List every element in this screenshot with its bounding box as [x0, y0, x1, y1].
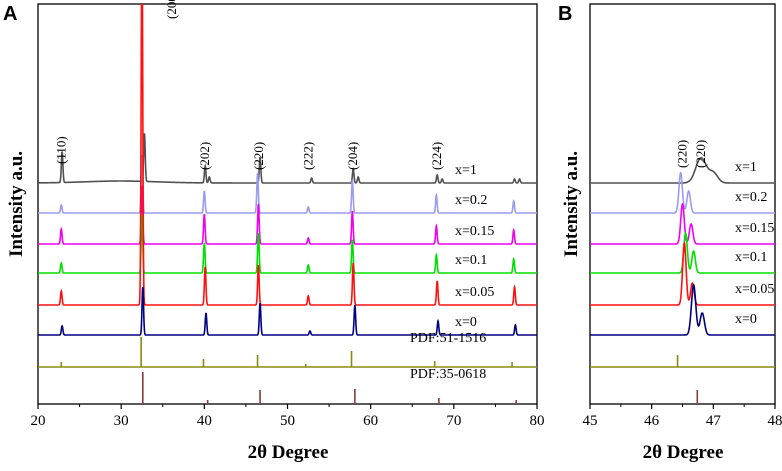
panel-b-curves [590, 158, 775, 335]
panel-a-y-axis-title: Intensity a.u. [6, 151, 27, 257]
hkl-label-a-6: (224) [429, 142, 444, 170]
series-label-b-x-0-2: x=0.2 [735, 190, 767, 205]
series-label-a-x-0-1: x=0.1 [455, 253, 487, 268]
series-label-a-x-0-2: x=0.2 [455, 193, 487, 208]
hkl-label-a-1: (200) [164, 0, 179, 19]
series-label-a-x-0: x=0 [455, 315, 477, 330]
x-tick-label-a-50: 50 [280, 413, 295, 429]
reference-label-a-pdf-51-1516: PDF:51-1516 [410, 331, 486, 346]
x-tick-label-a-60: 60 [363, 413, 378, 429]
series-label-b-x-0: x=0 [735, 312, 757, 327]
x-tick-label-b-46: 46 [644, 413, 660, 429]
x-tick-label-a-70: 70 [446, 413, 461, 429]
panel-a-letter: A [3, 3, 17, 25]
panel-a-x-axis: 20 30 40 50 60 70 80 [31, 404, 545, 429]
hkl-label-a-4: (222) [300, 142, 315, 170]
hkl-label-a-0: (110) [53, 136, 68, 164]
hkl-label-a-2: (202) [197, 142, 212, 170]
x-tick-label-a-80: 80 [530, 413, 545, 429]
panel-b-x-axis-title: 2θ Degree [643, 442, 724, 463]
panel-b-reference-patterns [590, 355, 775, 404]
panel-b-y-axis-title: Intensity a.u. [561, 151, 582, 257]
series-label-b-x-1: x=1 [735, 160, 757, 175]
x-tick-label-a-40: 40 [197, 413, 212, 429]
x-tick-label-a-30: 30 [114, 413, 129, 429]
series-label-b-x-0-15: x=0.15 [735, 221, 774, 236]
series-label-a-x-0-15: x=0.15 [455, 224, 494, 239]
series-label-a-x-0-05: x=0.05 [455, 285, 494, 300]
hkl-label-b-1: (220) [693, 140, 708, 168]
reference-label-a-pdf-35-0618: PDF:35-0618 [410, 367, 486, 382]
hkl-label-a-5: (204) [345, 142, 360, 170]
series-label-a-x-1: x=1 [455, 163, 477, 178]
x-tick-label-b-45: 45 [583, 413, 598, 429]
panel-a-x-axis-title: 2θ Degree [248, 442, 329, 463]
x-tick-label-b-48: 48 [768, 413, 782, 429]
x-tick-label-b-47: 47 [706, 413, 722, 429]
panel-b-x-axis: 45 46 47 48 [583, 404, 782, 429]
series-label-b-x-0-1: x=0.1 [735, 250, 767, 265]
x-tick-label-a-20: 20 [31, 413, 46, 429]
hkl-label-b-0: (220) [675, 140, 690, 168]
series-label-b-x-0-05: x=0.05 [735, 282, 774, 297]
hkl-label-a-3: (220) [251, 142, 266, 170]
panel-b-letter: B [558, 3, 572, 25]
